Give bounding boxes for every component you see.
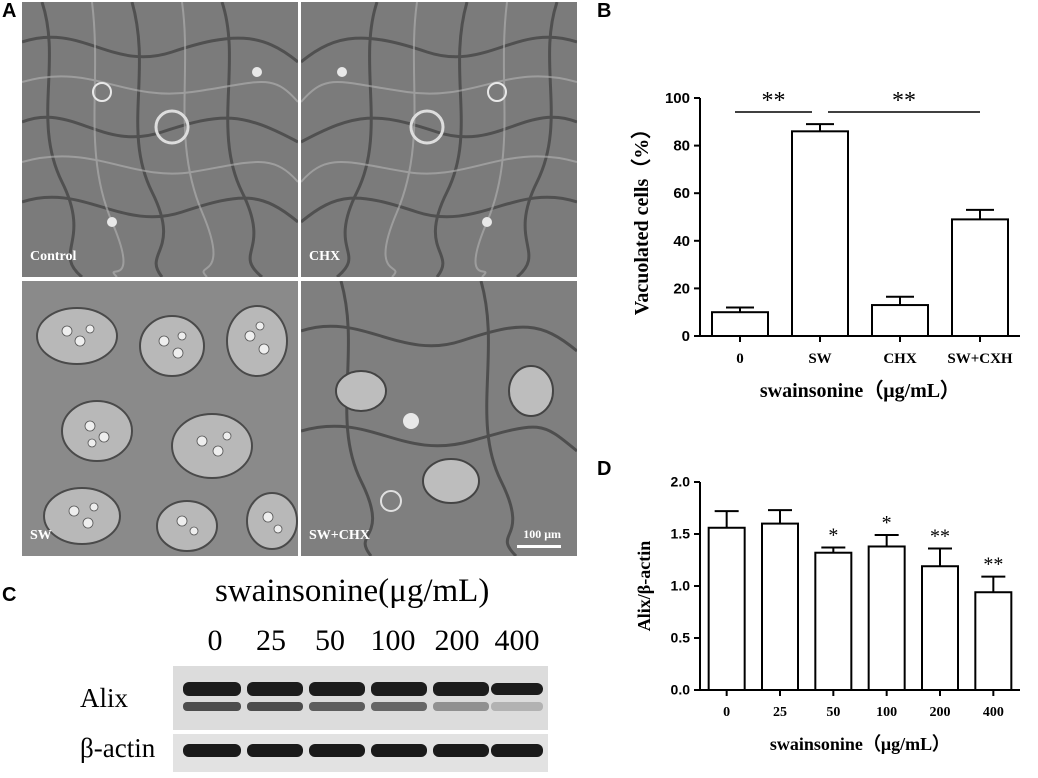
bar (871, 304, 929, 337)
x-axis-label: swainsonine（μg/mL） (770, 734, 950, 754)
lane-label: 100 (370, 624, 416, 657)
blot-band (371, 682, 427, 696)
y-tick-label: 1.5 (671, 526, 691, 542)
lane-label: 0 (207, 624, 223, 657)
significance-star: ** (983, 554, 1003, 576)
bar (867, 545, 906, 692)
panel-letter-c: C (2, 584, 17, 606)
panel-letter-b: B (597, 0, 612, 22)
lane-label: 25 (256, 624, 286, 657)
chart-d: 0.0 0.5 1.0 1.5 2.0 0 25 50 * 100 * 200 ** 400 ** swain… (634, 474, 1020, 754)
blot-row-label-alix: Alix (80, 683, 129, 713)
significance-star: * (882, 512, 892, 534)
micrograph-sw-chx: SW+CHX 100 μm (301, 281, 577, 556)
blot-band (309, 682, 365, 696)
micrograph-label-chx: CHX (309, 249, 341, 264)
x-tick-label: 100 (876, 705, 897, 720)
micrograph-label-control: Control (30, 249, 77, 264)
significance-label: ** (762, 88, 786, 114)
blot-band (371, 744, 427, 757)
y-tick-label: 60 (673, 185, 690, 202)
x-tick-label: 50 (826, 705, 840, 720)
y-tick-label: 40 (673, 233, 690, 250)
micrograph-label-sw: SW (30, 528, 52, 543)
panel-letter-d: D (597, 458, 612, 480)
micrograph-label-sw-chx: SW+CHX (309, 528, 370, 543)
micrograph-grid: Control CHX SW SW+CHX 100 μm (22, 2, 577, 556)
blot-band (183, 744, 241, 757)
y-tick-label: 0.5 (671, 630, 691, 646)
x-tick-label: SW+CXH (947, 351, 1013, 367)
y-tick-label: 0 (682, 328, 690, 345)
x-tick-label: 25 (773, 705, 787, 720)
blot-title: swainsonine(μg/mL) (215, 573, 490, 609)
blot-band (491, 744, 543, 757)
micrograph-control: Control (22, 2, 298, 277)
scale-bar-label: 100 μm (523, 527, 561, 541)
y-tick-label: 80 (673, 138, 690, 155)
blot-strip-alix (173, 666, 548, 730)
x-tick-label: 0 (723, 705, 730, 720)
lane-label: 50 (315, 624, 345, 657)
blot-band (433, 682, 489, 696)
significance-label: ** (892, 88, 916, 114)
y-tick-label: 0.0 (671, 682, 691, 698)
blot-band (183, 702, 241, 711)
blot-band (309, 744, 365, 757)
panel-letter-a: A (2, 0, 17, 22)
bar (791, 130, 849, 337)
bar (951, 218, 1009, 338)
bar (921, 565, 959, 691)
blot-row-label-actin: β-actin (80, 733, 156, 763)
significance-star: ** (930, 526, 950, 548)
lane-label: 200 (434, 624, 480, 657)
lane-label: 400 (494, 624, 540, 657)
blot-band (371, 702, 427, 711)
bar (707, 526, 746, 692)
blot-band (247, 682, 303, 696)
y-axis-label: Alix/β-actin (634, 541, 654, 631)
x-tick-label: CHX (883, 351, 917, 367)
y-tick-label: 20 (673, 280, 690, 297)
x-axis-label: swainsonine（μg/mL） (760, 379, 960, 402)
bar (814, 551, 853, 691)
x-tick-label: 0 (736, 351, 744, 367)
blot-band (433, 744, 489, 757)
bar (711, 311, 769, 338)
blot-band (183, 682, 241, 696)
blot-band (309, 702, 365, 711)
x-tick-label: SW (808, 351, 831, 367)
blot-strip-actin (173, 734, 548, 772)
micrograph-chx: CHX (301, 2, 577, 277)
chart-b: 0 20 40 60 80 100 0 SW CHX SW+CXH swainsonine（μg/m… (630, 88, 1020, 402)
bar (974, 591, 1013, 691)
blot-band (491, 683, 543, 695)
blot-band (247, 702, 303, 711)
x-tick-label: 400 (983, 705, 1004, 720)
bar (761, 522, 799, 691)
blot-band (433, 702, 489, 711)
y-tick-label: 100 (665, 90, 690, 107)
x-tick-label: 200 (930, 705, 951, 720)
y-tick-label: 2.0 (671, 474, 691, 490)
blot-band (491, 702, 543, 711)
scale-bar (517, 545, 561, 548)
y-tick-label: 1.0 (671, 578, 691, 594)
micrograph-sw: SW (22, 281, 298, 556)
blot-band (247, 744, 303, 757)
y-axis-label: Vacuolated cells（%） (630, 119, 653, 315)
significance-star: * (828, 525, 838, 547)
